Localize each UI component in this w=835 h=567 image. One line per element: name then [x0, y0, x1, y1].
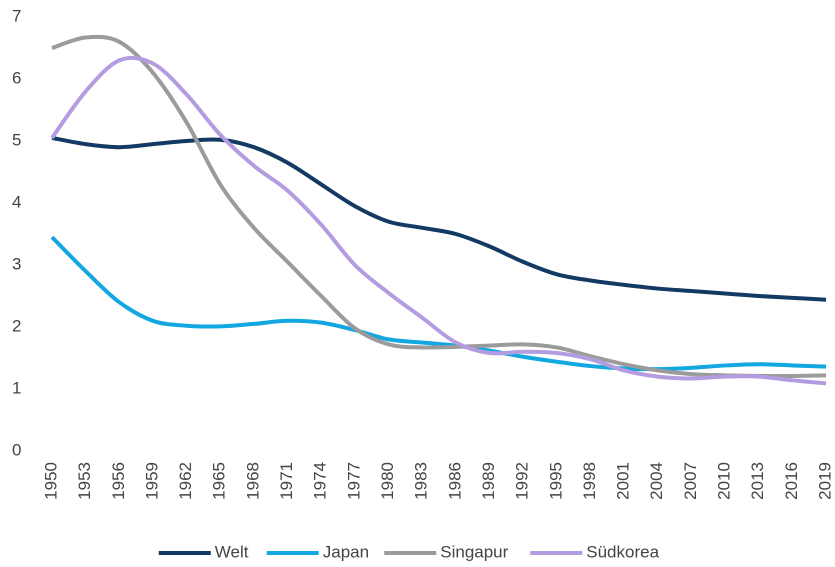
legend-label: Welt: [215, 542, 249, 561]
y-tick-label: 0: [12, 440, 21, 459]
x-tick-label: 2013: [748, 462, 767, 500]
y-tick-label: 7: [12, 6, 21, 25]
x-tick-label: 1971: [277, 462, 296, 500]
x-tick-label: 1965: [210, 462, 229, 500]
x-tick-label: 1980: [378, 462, 397, 500]
x-tick-label: 2001: [614, 462, 633, 500]
x-tick-label: 1950: [41, 462, 60, 500]
x-tick-label: 1959: [142, 462, 161, 500]
x-tick-label: 1998: [580, 462, 599, 500]
y-tick-label: 6: [12, 68, 21, 87]
y-tick-label: 2: [12, 316, 21, 335]
x-tick-label: 1992: [513, 462, 532, 500]
x-tick-label: 2010: [715, 462, 734, 500]
x-tick-label: 1983: [412, 462, 431, 500]
x-tick-label: 1977: [344, 462, 363, 500]
x-tick-label: 1956: [109, 462, 128, 500]
x-tick-label: 1974: [311, 462, 330, 500]
x-tick-label: 2016: [782, 462, 801, 500]
y-tick-label: 5: [12, 130, 21, 149]
x-tick-label: 1989: [479, 462, 498, 500]
series-line: [51, 135, 827, 302]
legend-label: Südkorea: [586, 542, 659, 561]
legend-label: Japan: [323, 542, 369, 561]
x-tick-label: 1995: [546, 462, 565, 500]
x-tick-label: 2019: [815, 462, 834, 500]
x-tick-label: 1986: [445, 462, 464, 500]
series-line: [50, 55, 827, 386]
legend-label: Singapur: [440, 542, 508, 561]
series-line: [51, 34, 827, 379]
series-line: [50, 235, 827, 372]
x-tick-label: 1962: [176, 462, 195, 500]
y-tick-label: 1: [12, 378, 21, 397]
y-tick-label: 3: [12, 254, 21, 273]
x-tick-label: 1968: [243, 462, 262, 500]
x-tick-label: 1953: [75, 462, 94, 500]
x-tick-label: 2004: [647, 462, 666, 500]
y-tick-label: 4: [12, 192, 21, 211]
x-tick-label: 2007: [681, 462, 700, 500]
